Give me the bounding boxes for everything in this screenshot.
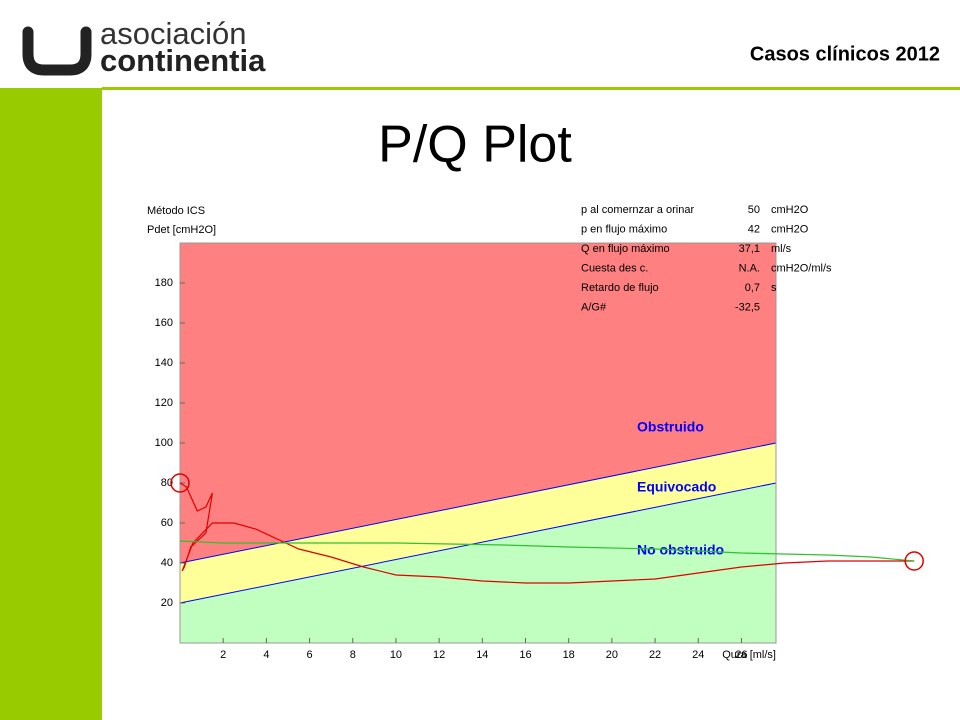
top-rule [102,87,960,90]
y-tick-label: 60 [161,517,173,529]
y-tick-label: 20 [161,597,173,609]
x-tick-label: 24 [692,649,704,661]
info-label: p al comernzar a orinar [581,204,694,216]
info-unit: cmH2O [771,204,809,216]
method-label: Método ICS [147,205,205,217]
y-tick-label: 140 [155,357,173,369]
x-tick-label: 2 [220,649,226,661]
marker [904,551,924,571]
curve [179,482,915,584]
x-axis-label: Qura [ml/s] [722,649,776,661]
info-label: Cuesta des c. [581,262,648,274]
info-unit: cmH2O [771,223,809,235]
info-value: 37,1 [739,243,760,255]
x-tick-label: 8 [350,649,356,661]
info-value: N.A. [739,262,760,274]
boundary-line [179,482,777,604]
slide-title: P/Q Plot [378,116,572,174]
x-tick-label: 26 [735,649,747,661]
y-tick-label: 160 [155,317,173,329]
info-unit: s [771,282,777,294]
x-tick-label: 6 [307,649,313,661]
y-tick-label: 100 [155,437,173,449]
info-label: A/G# [581,301,607,313]
zone [180,483,776,643]
info-value: -32,5 [735,301,760,313]
info-unit: cmH2O/ml/s [771,262,832,274]
x-tick-label: 12 [433,649,445,661]
x-tick-label: 20 [606,649,618,661]
info-label: Retardo de flujo [581,282,659,294]
info-value: 0,7 [745,282,760,294]
info-label: Q en flujo máximo [581,243,670,255]
y-tick-label: 120 [155,397,173,409]
x-tick-label: 16 [519,649,531,661]
logo-text: continentia [100,43,266,78]
logo-mark [22,26,92,76]
logo-text: asociación [100,16,246,51]
x-tick-label: 4 [263,649,269,661]
y-axis-label: Pdet [cmH2O] [147,224,216,236]
info-label: p en flujo máximo [581,223,667,235]
zone-label: Equivocado [637,479,716,495]
x-tick-label: 14 [476,649,488,661]
zone [180,243,776,563]
y-tick-label: 80 [161,477,173,489]
x-tick-label: 22 [649,649,661,661]
y-tick-label: 40 [161,557,173,569]
y-tick-label: 180 [155,277,173,289]
info-value: 50 [748,204,760,216]
x-tick-label: 10 [390,649,402,661]
side-bar [0,88,102,720]
zone-label: Obstruido [637,419,704,435]
zone [180,443,776,603]
info-value: 42 [748,223,760,235]
curve [179,540,915,562]
x-tick-label: 18 [563,649,575,661]
marker [170,473,190,493]
header-right: Casos clínicos 2012 [750,43,940,65]
info-unit: ml/s [771,243,792,255]
